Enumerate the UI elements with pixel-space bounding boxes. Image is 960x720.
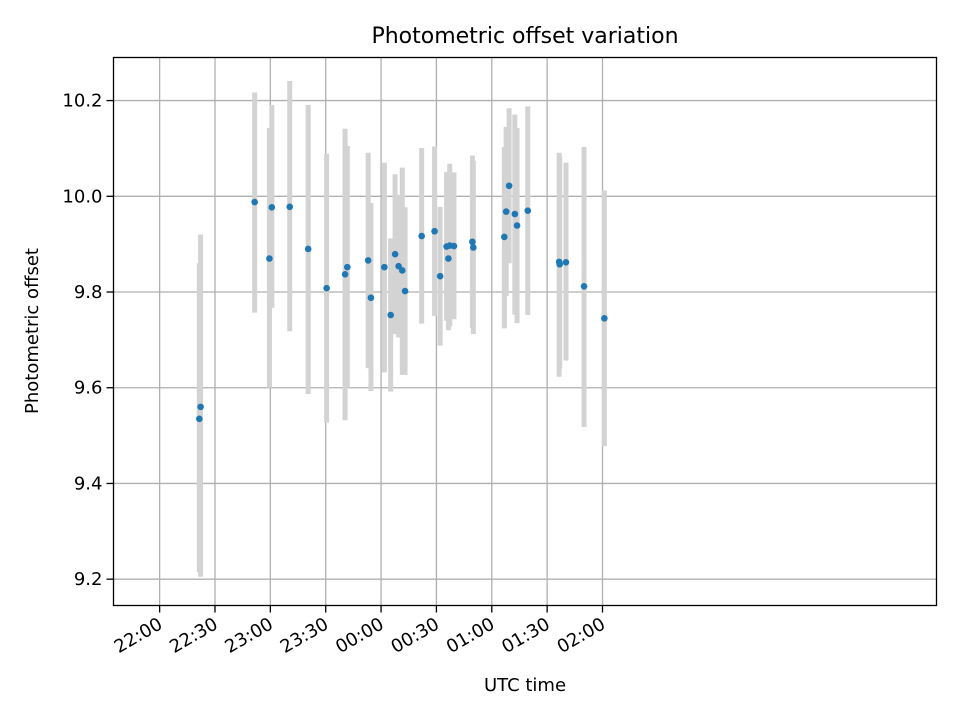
y-tick-label: 10.0 (62, 186, 102, 207)
data-point (391, 250, 399, 258)
data-point (398, 267, 406, 274)
data-point (343, 263, 351, 271)
data-point (364, 257, 372, 264)
data-point (197, 403, 204, 411)
x-axis-label: UTC time (484, 675, 566, 696)
data-point (436, 272, 444, 280)
y-tick-label: 10.2 (62, 91, 102, 112)
data-point (323, 284, 330, 292)
data-points (196, 182, 608, 423)
data-point (580, 282, 588, 290)
data-point (251, 198, 258, 206)
data-point (505, 182, 513, 190)
data-point (286, 203, 294, 211)
data-point (268, 204, 276, 211)
data-point (511, 210, 519, 218)
data-point (418, 232, 425, 240)
chart-title: Photometric offset variation (371, 24, 678, 49)
data-point (502, 208, 510, 215)
data-point (304, 245, 312, 253)
data-point (431, 227, 438, 235)
y-tick-label: 9.4 (74, 473, 103, 494)
data-point (395, 262, 402, 270)
data-point (266, 255, 273, 262)
data-point (601, 315, 608, 322)
data-point (401, 287, 409, 295)
data-point (381, 263, 388, 271)
data-point (469, 238, 476, 246)
data-point (470, 244, 477, 251)
y-tick-label: 9.8 (74, 282, 103, 303)
data-point (556, 260, 563, 268)
y-tick-label: 9.2 (74, 569, 103, 590)
y-tick-label: 9.6 (74, 378, 103, 399)
data-point (513, 222, 521, 229)
data-point (387, 311, 394, 319)
data-point (524, 207, 532, 214)
data-point (562, 259, 570, 266)
data-point (445, 255, 452, 262)
data-point (367, 294, 375, 302)
data-point (501, 233, 508, 241)
data-point (196, 415, 203, 423)
data-point (341, 271, 349, 278)
plot-frame (112, 56, 938, 607)
y-axis-label: Photometric offset (22, 248, 43, 414)
data-point (450, 242, 458, 250)
